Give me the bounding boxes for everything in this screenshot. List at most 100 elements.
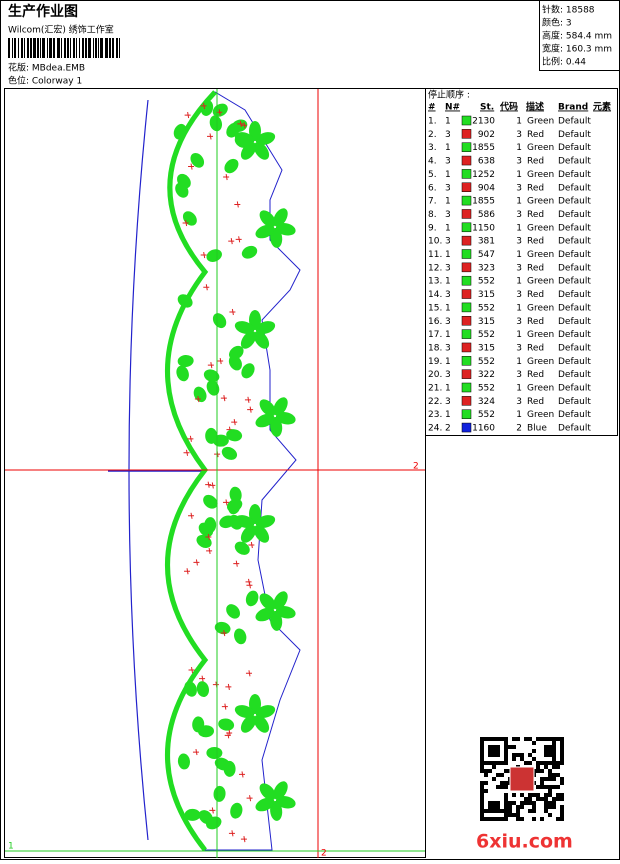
qr-cell [496, 749, 500, 753]
qr-cell [544, 765, 548, 769]
qr-cell [484, 781, 488, 785]
qr-cell [480, 801, 484, 805]
petal [249, 310, 261, 330]
stitches: 322 [478, 370, 495, 380]
brand: Default [558, 343, 591, 353]
leaf [226, 604, 240, 619]
stitches: 552 [478, 384, 495, 394]
leaf [192, 716, 205, 733]
leaf [177, 294, 193, 308]
qr-cell [480, 741, 484, 745]
petal [255, 321, 276, 335]
qr-cell [536, 761, 540, 765]
qr-cell [480, 761, 484, 765]
leaf [241, 245, 258, 259]
qr-cell [536, 797, 540, 801]
qr-cell [540, 761, 544, 765]
petal [255, 132, 276, 146]
swatch [461, 356, 472, 366]
bar [12, 38, 13, 58]
row-number: 8. [428, 210, 437, 220]
leaf [196, 681, 209, 698]
column-header: N# [445, 103, 460, 113]
stitches: 552 [478, 303, 495, 313]
tack [188, 163, 195, 170]
bar [73, 38, 75, 58]
swatch [461, 302, 472, 313]
qr-cell [496, 761, 500, 765]
tack [217, 357, 224, 365]
qr-cell [544, 737, 548, 741]
qr-cell [516, 805, 520, 809]
code: 3 [516, 237, 522, 247]
qr-cell [548, 761, 552, 765]
swatch [461, 329, 472, 339]
column-header: 代码 [499, 101, 518, 113]
qr-cell [500, 781, 504, 785]
swatch [461, 369, 472, 379]
tack [246, 582, 253, 589]
row-number: 14. [428, 290, 442, 300]
leaf [196, 534, 212, 548]
qr-cell [480, 757, 484, 761]
leaf [229, 345, 244, 360]
leaf [218, 718, 235, 731]
stitches: 2130 [472, 117, 495, 127]
brand: Default [558, 303, 591, 313]
stitches: 904 [478, 183, 495, 193]
row-number: 23. [428, 410, 442, 420]
description: Red [527, 317, 544, 327]
qr-cell [480, 737, 484, 741]
brand: Default [558, 157, 591, 167]
bar [76, 38, 77, 58]
leaf [177, 753, 190, 770]
row-number: 18. [428, 343, 442, 353]
qr-cell [500, 761, 504, 765]
tack [183, 449, 190, 456]
bar [82, 38, 84, 58]
tack [207, 133, 214, 140]
qr-cell [552, 801, 556, 805]
code: 1 [516, 197, 522, 207]
tack [199, 675, 206, 682]
brand: Default [558, 223, 591, 233]
qr-cell [480, 789, 484, 793]
swatch [461, 422, 472, 433]
bar [33, 38, 36, 58]
leaf [206, 746, 223, 759]
qr-cell [556, 761, 560, 765]
qr-cell [536, 785, 540, 789]
qr-cell [524, 761, 528, 765]
code: 3 [516, 183, 522, 193]
column-header: 描述 [526, 101, 544, 113]
tack [200, 251, 207, 259]
description: Red [527, 397, 544, 407]
bar [49, 38, 52, 58]
stitches: 638 [478, 157, 495, 167]
description: Red [527, 157, 544, 167]
qr-cell [484, 817, 488, 821]
qr-cell [500, 785, 504, 789]
petal [249, 121, 261, 141]
bar [116, 38, 118, 58]
brand: Default [558, 397, 591, 407]
qr-cell [536, 769, 540, 773]
bar [47, 38, 48, 58]
qr-cell [492, 745, 496, 749]
description: Green [527, 357, 554, 367]
qr-cell [504, 757, 508, 761]
tack [244, 396, 251, 403]
qr-cell [544, 777, 548, 781]
qr-cell [508, 813, 512, 817]
bar [61, 38, 62, 58]
code: 1 [516, 330, 522, 340]
qr-cell [560, 797, 564, 801]
qr-cell [544, 745, 548, 749]
brand: Default [558, 263, 591, 273]
stitches: 1855 [472, 143, 495, 153]
qr-cell [548, 813, 552, 817]
qr-cell [480, 809, 484, 813]
qr-cell [480, 785, 484, 789]
code: 2 [516, 424, 522, 434]
qr-cell [504, 745, 508, 749]
